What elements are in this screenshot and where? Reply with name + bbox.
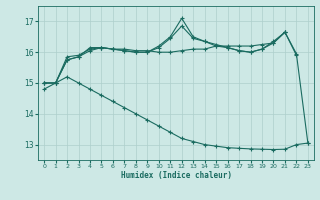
X-axis label: Humidex (Indice chaleur): Humidex (Indice chaleur)	[121, 171, 231, 180]
